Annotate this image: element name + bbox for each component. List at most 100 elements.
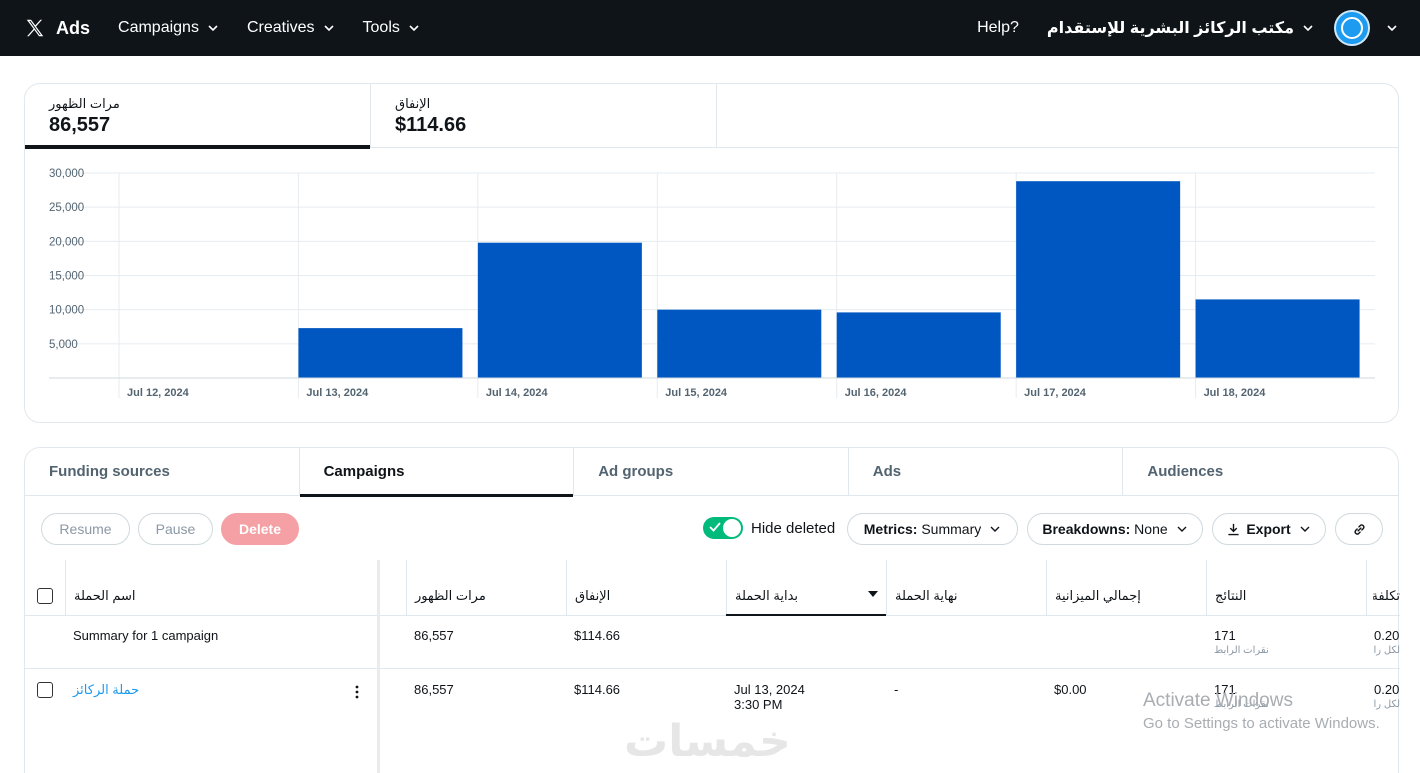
hide-deleted-label: Hide deleted: [751, 520, 836, 537]
row-budget: $0.00: [1054, 682, 1087, 697]
nav-campaigns[interactable]: Campaigns: [118, 19, 219, 37]
metric-tabs: مرات الظهور 86,557 الإنفاق $114.66: [25, 84, 1398, 149]
metrics-chart-card: مرات الظهور 86,557 الإنفاق $114.66 5,000…: [24, 83, 1399, 423]
metric-value: $114.66: [395, 114, 467, 136]
tab-funding-sources[interactable]: Funding sources: [25, 448, 300, 496]
row-results-sub: نقرات الرابط: [1214, 699, 1269, 710]
col-header-results[interactable]: النتائج: [1215, 588, 1247, 603]
y-tick-label: 30,000: [49, 168, 84, 180]
copy-link-button[interactable]: [1335, 513, 1383, 545]
x-logo-icon: [26, 19, 44, 37]
y-tick-label: 5,000: [49, 339, 78, 351]
breakdowns-key: Breakdowns:: [1042, 521, 1131, 537]
x-tick-label: Jul 12, 2024: [127, 387, 190, 399]
summary-cost-sub: لكل رابط: [1374, 645, 1400, 656]
summary-results-sub: نقرات الرابط: [1214, 645, 1269, 656]
col-header-spend[interactable]: الإنفاق: [575, 588, 611, 603]
summary-results: 171 نقرات الرابط: [1214, 628, 1269, 656]
brand-label: Ads: [56, 17, 91, 38]
bar[interactable]: [477, 242, 642, 378]
export-button[interactable]: Export: [1212, 513, 1326, 545]
row-cost-sub: لكل رابط: [1374, 699, 1400, 710]
watermark-line1: Activate Windows: [1143, 690, 1293, 711]
table-toolbar: Resume Pause Delete Hide deleted Metrics…: [25, 497, 1400, 561]
summary-impressions: 86,557: [414, 628, 454, 643]
brand[interactable]: Ads: [24, 17, 90, 39]
select-all-checkbox[interactable]: [37, 588, 53, 604]
y-tick-label: 10,000: [49, 305, 84, 317]
bar[interactable]: [1195, 299, 1360, 378]
sort-desc-icon: [868, 591, 878, 597]
col-header-end[interactable]: نهاية الحملة: [895, 588, 958, 603]
help-link[interactable]: Help?: [977, 19, 1019, 36]
x-tick-label: Jul 16, 2024: [845, 387, 908, 399]
tab-campaigns[interactable]: Campaigns: [299, 448, 575, 497]
col-header-name[interactable]: اسم الحملة: [74, 588, 136, 603]
x-tick-label: Jul 18, 2024: [1204, 387, 1267, 399]
bar-chart-svg: 5,000 10,000 15,000 20,000 25,000 30,000 Jul 1…: [49, 168, 1375, 399]
bar[interactable]: [657, 309, 822, 378]
tab-audiences[interactable]: Audiences: [1147, 463, 1224, 480]
metric-label: الإنفاق: [395, 96, 431, 111]
chevron-down-icon[interactable]: [1386, 22, 1398, 34]
chevron-down-icon: [1300, 526, 1310, 532]
resume-button[interactable]: Resume: [41, 513, 130, 545]
download-icon: [1228, 523, 1239, 535]
nav-creatives[interactable]: Creatives: [247, 19, 335, 37]
account-switcher[interactable]: مكتب الركائز البشرية للإستقدام: [1047, 18, 1314, 38]
toggle-knob: [723, 519, 741, 537]
bar[interactable]: [1016, 181, 1181, 378]
col-header-cost[interactable]: تكلفة النتائج: [1373, 588, 1400, 603]
row-start-time: 3:30 PM: [734, 697, 783, 712]
delete-button[interactable]: Delete: [221, 513, 299, 545]
tab-ad-groups[interactable]: Ad groups: [574, 448, 849, 496]
chevron-down-icon: [323, 25, 334, 32]
row-impressions: 86,557: [414, 682, 454, 697]
campaigns-table: اسم الحملة مرات الظهور الإنفاق بداية الح…: [25, 560, 1400, 773]
avatar[interactable]: [1334, 10, 1370, 46]
row-start: Jul 13, 2024 3:30 PM: [734, 682, 805, 712]
y-tick-label: 20,000: [49, 236, 84, 248]
metric-value: 86,557: [49, 114, 111, 136]
row-spend: $114.66: [574, 682, 621, 697]
pause-button[interactable]: Pause: [138, 513, 213, 545]
table-row[interactable]: حملة الركائز 86,557 $114.66 Jul 13, 2024…: [25, 669, 1400, 773]
row-cost: 0.20 لكل رابط: [1374, 682, 1400, 710]
more-options-icon[interactable]: [355, 685, 359, 699]
summary-spend: $114.66: [574, 628, 621, 643]
entity-table-card: Funding sources Campaigns Ad groups Ads …: [24, 447, 1400, 773]
row-results: 171 نقرات الرابط: [1214, 682, 1269, 710]
hide-deleted-toggle[interactable]: [703, 517, 743, 539]
tab-ads[interactable]: Ads: [849, 448, 1124, 496]
row-checkbox[interactable]: [37, 682, 53, 698]
windows-activation-watermark: Activate Windows Go to Settings to activ…: [1143, 690, 1380, 732]
metrics-dropdown[interactable]: Metrics: Summary: [847, 513, 1018, 545]
col-header-start-sorted[interactable]: بداية الحملة: [726, 560, 886, 616]
chevron-down-icon: [1177, 526, 1187, 532]
x-tick-label: Jul 13, 2024: [306, 387, 369, 399]
site-watermark: خمسات: [624, 716, 791, 767]
link-icon: [1353, 523, 1365, 535]
metric-tab-spend[interactable]: الإنفاق $114.66: [371, 84, 717, 148]
chevron-down-icon: [208, 25, 218, 32]
summary-cost-value: 0.20: [1374, 628, 1400, 643]
nav-tools[interactable]: Tools: [363, 19, 420, 37]
col-header-budget[interactable]: إجمالي الميزانية: [1055, 588, 1141, 603]
frozen-column-divider: [377, 560, 380, 773]
bar[interactable]: [836, 312, 1001, 378]
col-header-impressions[interactable]: مرات الظهور: [415, 588, 486, 603]
chevron-down-icon: [1303, 25, 1313, 32]
row-results-value: 171: [1214, 682, 1236, 697]
x-tick-label: Jul 15, 2024: [665, 387, 728, 399]
row-end: -: [894, 682, 899, 697]
row-start-date: Jul 13, 2024: [734, 682, 805, 697]
summary-label: Summary for 1 campaign: [73, 628, 219, 643]
bar[interactable]: [298, 328, 463, 378]
metric-tab-impressions[interactable]: مرات الظهور 86,557: [25, 84, 371, 149]
breakdowns-dropdown[interactable]: Breakdowns: None: [1027, 513, 1203, 545]
campaign-name-link[interactable]: حملة الركائز: [73, 682, 140, 697]
summary-results-value: 171: [1214, 628, 1236, 643]
avatar-logo-icon: [1341, 17, 1363, 39]
y-tick-label: 25,000: [49, 202, 84, 214]
entity-tabs: Funding sources Campaigns Ad groups Ads …: [25, 448, 1398, 497]
